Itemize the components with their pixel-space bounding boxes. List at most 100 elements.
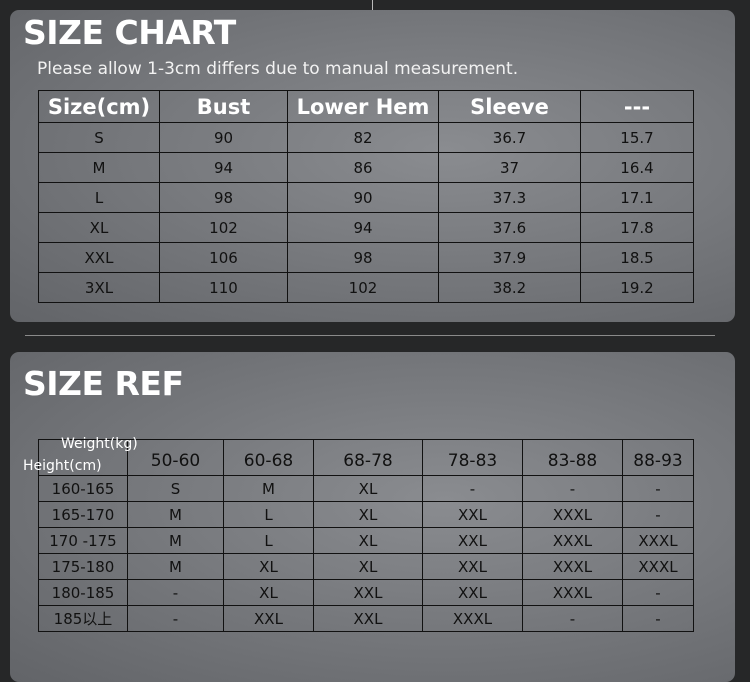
table-cell: 94 — [287, 212, 439, 243]
size-ref-panel: SIZE REF Weight(kg) Height(cm) 50-60 60-68 6… — [10, 352, 735, 682]
table-cell: - — [622, 579, 694, 606]
table-cell: 15.7 — [580, 122, 694, 153]
table-cell: 16.4 — [580, 152, 694, 183]
size-ref-table: Weight(kg) Height(cm) 50-60 60-68 68-78 78-83… — [23, 436, 694, 632]
table-cell: - — [127, 579, 224, 606]
table-cell: 102 — [159, 212, 288, 243]
table-cell: S — [38, 122, 160, 153]
table-cell: - — [422, 475, 523, 502]
table-cell: L — [223, 527, 314, 554]
table-cell: - — [622, 475, 694, 502]
table-cell: 82 — [287, 122, 439, 153]
table-row: XXL 106 98 37.9 18.5 — [38, 242, 694, 273]
table-cell: 17.1 — [580, 182, 694, 213]
table-cell: M — [127, 501, 224, 528]
table-cell: - — [522, 605, 623, 632]
table-cell: 110 — [159, 272, 288, 303]
table-row: 3XL 110 102 38.2 19.2 — [38, 272, 694, 303]
height-range-cell: 170 -175 — [38, 527, 128, 554]
table-cell: XXXL — [522, 579, 623, 606]
table-cell: L — [223, 501, 314, 528]
size-chart-title: SIZE CHART — [23, 13, 236, 52]
table-cell: XXXL — [622, 553, 694, 580]
table-row: L 98 90 37.3 17.1 — [38, 182, 694, 213]
table-cell: XXXL — [622, 527, 694, 554]
table-cell: - — [522, 475, 623, 502]
weight-range-header: 83-88 — [522, 439, 623, 476]
table-cell: XXXL — [422, 605, 523, 632]
table-cell: XXL — [223, 605, 314, 632]
table-cell: XL — [223, 553, 314, 580]
column-header: Lower Hem — [287, 90, 439, 123]
table-cell: XXXL — [522, 553, 623, 580]
size-chart-panel: SIZE CHART Please allow 1-3cm differs du… — [10, 10, 735, 322]
height-range-cell: 165-170 — [38, 501, 128, 528]
table-cell: 37 — [438, 152, 581, 183]
column-header: Sleeve — [438, 90, 581, 123]
table-cell: M — [38, 152, 160, 183]
table-cell: 37.3 — [438, 182, 581, 213]
weight-range-header: 68-78 — [313, 439, 423, 476]
table-cell: XXL — [422, 501, 523, 528]
column-header: Bust — [159, 90, 288, 123]
table-cell: M — [127, 553, 224, 580]
column-header: Size(cm) — [38, 90, 160, 123]
weight-range-header: 78-83 — [422, 439, 523, 476]
table-cell: XL — [38, 212, 160, 243]
table-cell: L — [38, 182, 160, 213]
table-cell: M — [127, 527, 224, 554]
table-row: 180-185- XL XXL XXL XXXL - — [38, 579, 694, 606]
header-row: Size(cm) Bust Lower Hem Sleeve --- — [38, 90, 694, 123]
table-cell: - — [622, 605, 694, 632]
height-range-cell: 185以上 — [38, 605, 128, 632]
divider-line — [372, 0, 373, 10]
table-cell: XXL — [422, 579, 523, 606]
weight-range-header: 88-93 — [622, 439, 694, 476]
table-row: XL 102 94 37.6 17.8 — [38, 212, 694, 243]
table-cell: XXL — [422, 527, 523, 554]
weight-range-header: 60-68 — [223, 439, 314, 476]
column-header: --- — [580, 90, 694, 123]
table-cell: XXL — [313, 605, 423, 632]
height-range-cell: 175-180 — [38, 553, 128, 580]
table-row: S 90 82 36.7 15.7 — [38, 122, 694, 153]
table-cell: 37.9 — [438, 242, 581, 273]
section-divider — [25, 335, 715, 336]
table-row: M 94 86 37 16.4 — [38, 152, 694, 183]
table-row: 165-170 M L XL XXL XXXL - — [38, 501, 694, 528]
table-cell: 37.6 — [438, 212, 581, 243]
table-cell: XL — [313, 553, 423, 580]
table-cell: XL — [313, 475, 423, 502]
table-cell: XXXL — [522, 527, 623, 554]
table-cell: 90 — [159, 122, 288, 153]
height-label: Height(cm) — [23, 458, 102, 474]
size-chart-table: Size(cm) Bust Lower Hem Sleeve --- S 90 82 36.7 1… — [38, 90, 694, 303]
table-cell: XXL — [313, 579, 423, 606]
header-row: Weight(kg) Height(cm) 50-60 60-68 68-78 78-83… — [23, 436, 694, 476]
table-cell: S — [127, 475, 224, 502]
height-range-cell: 160-165 — [38, 475, 128, 502]
table-cell: 17.8 — [580, 212, 694, 243]
table-cell: XXXL — [522, 501, 623, 528]
table-row: 160-165 S M XL - - - — [38, 475, 694, 502]
table-cell: 94 — [159, 152, 288, 183]
table-cell: - — [622, 501, 694, 528]
table-cell: 106 — [159, 242, 288, 273]
table-row: 175-180 M XL XL XXL XXXL XXXL — [38, 553, 694, 580]
table-cell: 3XL — [38, 272, 160, 303]
table-cell: 36.7 — [438, 122, 581, 153]
table-cell: 90 — [287, 182, 439, 213]
weight-label: Weight(kg) — [61, 436, 138, 452]
table-cell: XXL — [38, 242, 160, 273]
table-cell: 102 — [287, 272, 439, 303]
table-cell: XXL — [422, 553, 523, 580]
table-cell: 86 — [287, 152, 439, 183]
table-cell: M — [223, 475, 314, 502]
height-range-cell: 180-185 — [38, 579, 128, 606]
measurement-note: Please allow 1-3cm differs due to manual… — [37, 59, 519, 79]
table-cell: XL — [313, 501, 423, 528]
size-ref-title: SIZE REF — [23, 364, 184, 403]
table-row: 170 -175 M L XL XXL XXXL XXXL — [38, 527, 694, 554]
table-cell: 38.2 — [438, 272, 581, 303]
corner-cell: Weight(kg) Height(cm) — [23, 436, 138, 476]
